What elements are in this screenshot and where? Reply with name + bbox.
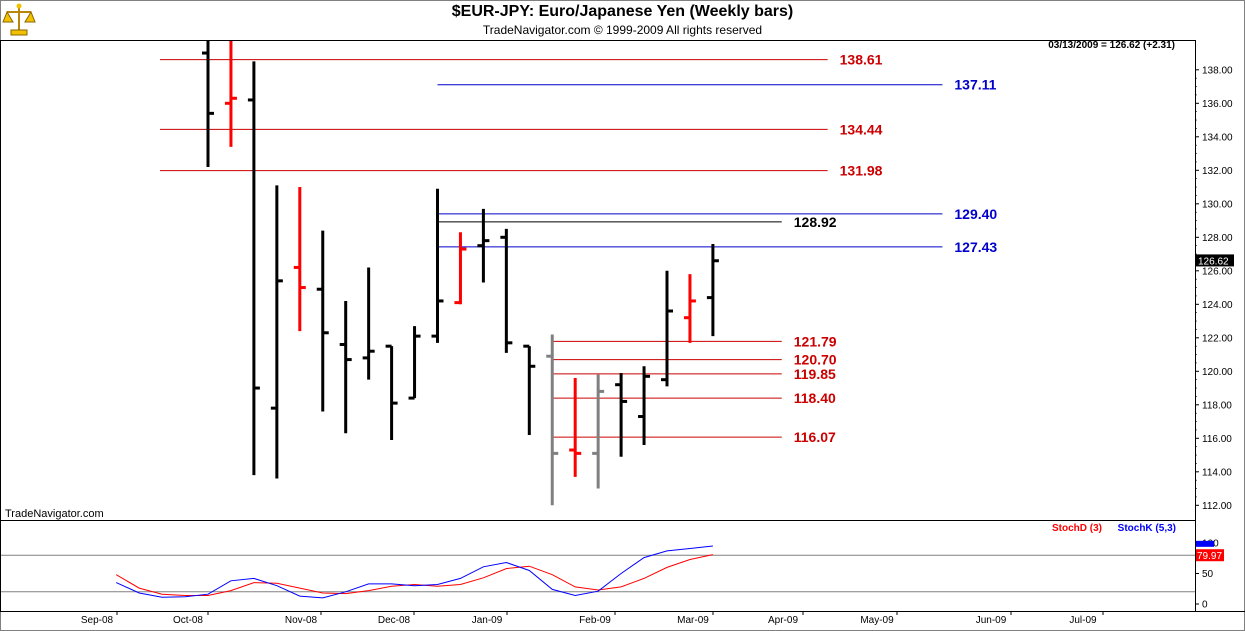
- time-tick-label: Feb-09: [579, 615, 611, 626]
- stoch-value-badge: [1196, 549, 1224, 562]
- time-tick-label: Nov-08: [285, 615, 318, 626]
- level-label: 120.70: [794, 352, 837, 368]
- price-tick-label: 128.00: [1202, 233, 1233, 244]
- last-price-label: 126.62: [1198, 256, 1229, 267]
- stochd-line: [115, 554, 714, 596]
- price-tick-label: 138.00: [1202, 65, 1233, 76]
- watermark-label: TradeNavigator.com: [5, 508, 104, 520]
- level-label: 121.79: [794, 333, 837, 349]
- price-tick-label: 134.00: [1202, 132, 1233, 143]
- time-tick-label: May-09: [860, 615, 894, 626]
- last-price-badge: [1196, 254, 1234, 267]
- time-tick-label: Apr-09: [768, 615, 798, 626]
- level-label: 119.85: [794, 366, 836, 382]
- legend-stochd: StochD (3): [1052, 523, 1102, 534]
- stochk-line: [115, 545, 713, 599]
- price-tick-label: 120.00: [1202, 367, 1233, 378]
- stoch-panel-frame: [0, 520, 1196, 612]
- stoch-tick-label: 0: [1202, 600, 1208, 611]
- stochk-value-badge: [1196, 540, 1214, 547]
- level-label: 128.92: [794, 214, 837, 230]
- time-tick-label: Dec-08: [378, 615, 411, 626]
- price-tick-label: 122.00: [1202, 333, 1233, 344]
- level-label: 137.11: [954, 77, 996, 93]
- time-tick-label: Mar-09: [677, 615, 709, 626]
- price-tick-label: 118.00: [1202, 400, 1232, 411]
- level-label: 129.40: [954, 206, 997, 222]
- time-tick-label: Sep-08: [81, 615, 114, 626]
- chart-title: $EUR-JPY: Euro/Japanese Yen (Weekly bars…: [451, 3, 794, 20]
- price-tick-label: 130.00: [1202, 199, 1233, 210]
- price-tick-label: 126.00: [1202, 266, 1233, 277]
- level-label: 134.44: [840, 121, 883, 137]
- level-label: 118.40: [794, 390, 836, 406]
- level-label: 127.43: [954, 239, 997, 255]
- price-tick-label: 132.00: [1202, 166, 1233, 177]
- title-bar: $EUR-JPY: Euro/Japanese Yen (Weekly bars…: [0, 0, 1245, 40]
- price-tick-label: 124.00: [1202, 300, 1233, 311]
- stoch-value-label: 79.97: [1197, 551, 1222, 562]
- legend-stochk: StochK (5,3): [1118, 523, 1176, 534]
- level-label: 138.61: [840, 52, 883, 68]
- price-tick-label: 112.00: [1202, 501, 1232, 512]
- stoch-tick-label: 50: [1202, 569, 1214, 580]
- time-tick-label: Jul-09: [1069, 615, 1097, 626]
- level-label: 131.98: [840, 163, 883, 179]
- trade-navigator-logo: [2, 2, 36, 38]
- time-tick-label: Jan-09: [472, 615, 503, 626]
- price-tick-label: 114.00: [1202, 467, 1232, 478]
- time-tick-label: Jun-09: [976, 615, 1007, 626]
- level-label: 116.07: [794, 429, 836, 445]
- price-tick-label: 116.00: [1202, 434, 1232, 445]
- time-tick-label: Oct-08: [173, 615, 203, 626]
- quote-readout: 03/13/2009 = 126.62 (+2.31): [1048, 40, 1175, 51]
- price-tick-label: 136.00: [1202, 99, 1233, 110]
- chart-subtitle: TradeNavigator.com © 1999-2009 All right…: [482, 23, 763, 37]
